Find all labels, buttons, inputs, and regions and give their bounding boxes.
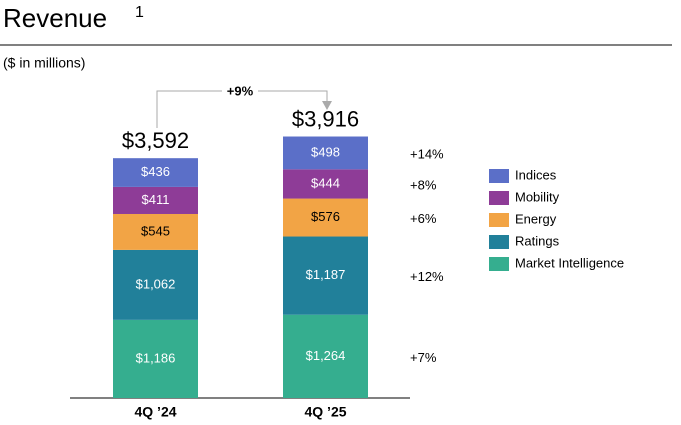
legend-swatch — [489, 257, 509, 271]
x-tick-label: 4Q ’25 — [304, 404, 346, 420]
x-tick-label: 4Q ’24 — [134, 404, 176, 420]
legend-label: Ratings — [515, 233, 560, 248]
bar-segment — [283, 198, 368, 237]
total-label: $3,916 — [292, 106, 359, 131]
value-label: $1,186 — [136, 350, 176, 365]
value-label: $1,264 — [306, 348, 346, 363]
growth-bracket — [258, 90, 328, 102]
bar-segment — [283, 314, 368, 398]
bar-segment — [113, 158, 198, 187]
growth-bracket — [156, 90, 222, 128]
value-label: $1,062 — [136, 276, 176, 291]
growth-label: +14% — [410, 146, 444, 161]
value-label: $436 — [141, 164, 170, 179]
total-label: $3,592 — [122, 128, 189, 153]
value-label: $545 — [141, 223, 170, 238]
legend-label: Indices — [515, 167, 557, 182]
bar-segment — [283, 236, 368, 315]
growth-arrow — [322, 101, 332, 110]
bar-segment — [113, 186, 198, 214]
growth-label: +7% — [410, 350, 437, 365]
legend-label: Market Intelligence — [515, 255, 624, 270]
legend-label: Energy — [515, 211, 557, 226]
growth-label: +6% — [410, 211, 437, 226]
bar-segment — [113, 319, 198, 398]
legend-swatch — [489, 169, 509, 183]
value-label: $411 — [142, 192, 170, 207]
growth-label: +8% — [410, 177, 437, 192]
chart-title: Revenue — [3, 3, 107, 33]
bar-segment — [283, 169, 368, 199]
value-label: $576 — [311, 209, 340, 224]
subtitle: ($ in millions) — [3, 55, 85, 71]
bar-segment — [283, 136, 368, 170]
bar-segment — [113, 249, 198, 320]
legend-swatch — [489, 191, 509, 205]
bar-segment — [113, 213, 198, 250]
value-label: $444 — [311, 175, 340, 190]
title-note: 1 — [135, 4, 144, 21]
legend-label: Mobility — [515, 189, 560, 204]
value-label: $498 — [311, 144, 340, 159]
legend-swatch — [489, 213, 509, 227]
growth-label: +9% — [227, 83, 254, 98]
legend-swatch — [489, 235, 509, 249]
value-label: $1,187 — [306, 267, 346, 282]
growth-label: +12% — [410, 269, 444, 284]
